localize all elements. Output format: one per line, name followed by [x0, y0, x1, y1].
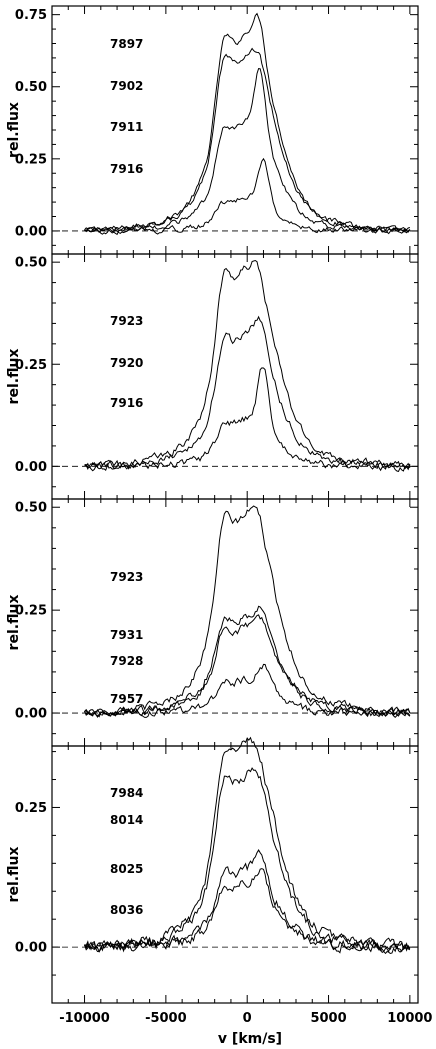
- panel-4: 0.00 0.25 rel.flux 7984 8014 8025 8036 -10000 -5…: [6, 736, 432, 1026]
- epoch-label-8014: 8014: [110, 813, 143, 827]
- y-tick-label: 0.25: [15, 358, 47, 373]
- epoch-label-7984: 7984: [110, 786, 143, 800]
- y-tick-label: 0.00: [15, 707, 47, 722]
- y-axis-label: rel.flux: [6, 102, 22, 158]
- panel-3: 0.00 0.25 0.50 rel.flux 7923 7931 7928 7957: [6, 498, 419, 747]
- y-axis-label: rel.flux: [6, 847, 22, 903]
- epoch-label-8025: 8025: [110, 862, 143, 876]
- spectrum-7911: [84, 68, 411, 235]
- epoch-label-7911: 7911: [110, 120, 143, 134]
- x-tick-label: 0: [243, 1011, 252, 1026]
- spectrum-7916: [84, 367, 411, 472]
- epoch-label-7916: 7916: [110, 396, 143, 410]
- epoch-label-7920: 7920: [110, 356, 143, 370]
- x-tick-label: -5000: [145, 1011, 187, 1026]
- y-axis-label: rel.flux: [6, 349, 22, 405]
- epoch-label-8036: 8036: [110, 903, 143, 917]
- spectrum-7984: [84, 736, 411, 951]
- spectrum-7957: [84, 663, 411, 718]
- epoch-label-7928: 7928: [110, 654, 143, 668]
- x-axis-label: v [km/s]: [218, 1031, 282, 1047]
- panel-1: 0.00 0.25 0.50 0.75 rel.flux 7897 7902 7911 7916: [6, 5, 419, 255]
- y-tick-label: 0.00: [15, 224, 47, 239]
- epoch-label-7923: 7923: [110, 314, 143, 328]
- epoch-label-7916: 7916: [110, 162, 143, 176]
- epoch-label-7931: 7931: [110, 628, 143, 642]
- y-tick-label: 0.75: [15, 8, 47, 23]
- y-tick-label: 0.00: [15, 460, 47, 475]
- spectrum-7923: [84, 505, 411, 717]
- epoch-label-7923: 7923: [110, 570, 143, 584]
- x-tick-label: 10000: [387, 1011, 432, 1026]
- y-tick-label: 0.25: [15, 152, 47, 167]
- y-tick-label: 0.25: [15, 801, 47, 816]
- spectrum-7916: [84, 157, 411, 236]
- spectrum-7902: [84, 47, 411, 233]
- epoch-label-7957: 7957: [110, 692, 143, 706]
- x-tick-label: 5000: [310, 1011, 346, 1026]
- epoch-label-7902: 7902: [110, 79, 143, 93]
- spectrum-7897: [84, 12, 411, 233]
- y-axis-label: rel.flux: [6, 595, 22, 651]
- spectrum-7920: [84, 315, 411, 472]
- epoch-label-7897: 7897: [110, 37, 143, 51]
- panel-2: 0.00 0.25 0.50 rel.flux 7923 7920 7916: [6, 253, 419, 500]
- y-tick-label: 0.50: [15, 256, 47, 271]
- y-tick-label: 0.50: [15, 501, 47, 516]
- spectrum-8036: [84, 868, 411, 954]
- panels-group: 0.00 0.25 0.50 0.75 rel.flux 7897 7902 7911 7916…: [6, 5, 432, 1026]
- y-tick-label: 0.00: [15, 941, 47, 956]
- y-tick-label: 0.25: [15, 604, 47, 619]
- y-tick-label: 0.50: [15, 80, 47, 95]
- panel-frame: [51, 745, 419, 1004]
- x-tick-label: -10000: [59, 1011, 110, 1026]
